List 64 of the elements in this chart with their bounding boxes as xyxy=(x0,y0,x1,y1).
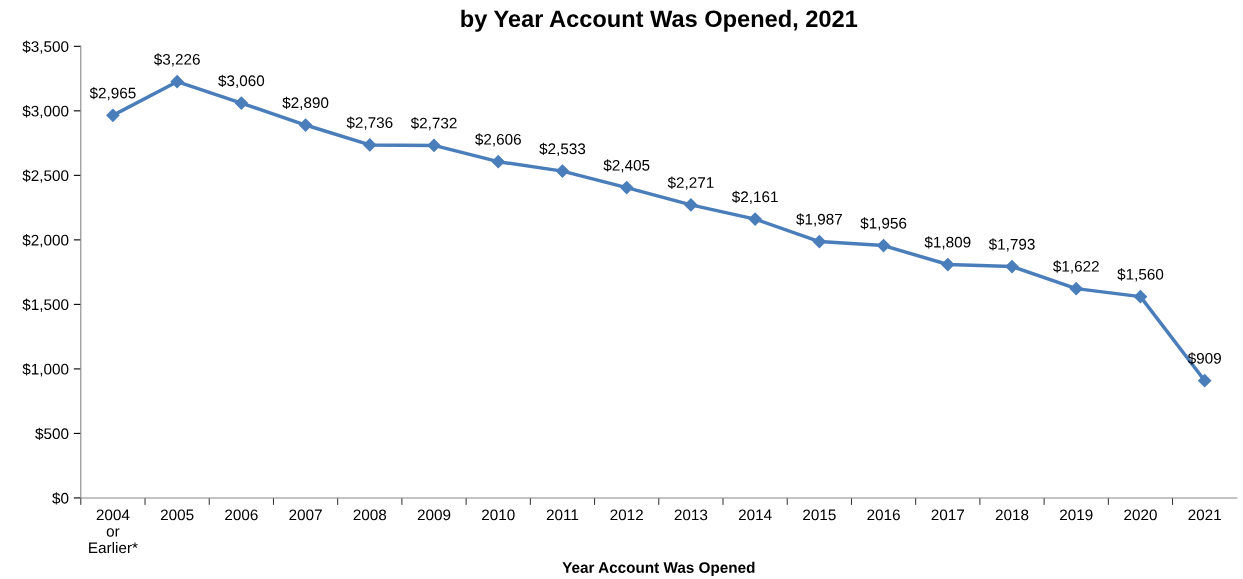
y-tick-label: $3,500 xyxy=(22,40,69,54)
data-label: $1,956 xyxy=(860,217,907,231)
data-label: $3,060 xyxy=(218,74,265,88)
point xyxy=(620,181,634,195)
data-label: $2,533 xyxy=(539,142,586,156)
data-label: $2,890 xyxy=(282,96,329,110)
x-tick-label: 2011 xyxy=(546,509,579,521)
point xyxy=(1133,290,1148,304)
data-label: $2,606 xyxy=(475,133,521,147)
x-tick-label: 2008 xyxy=(353,509,387,521)
data-label: $1,622 xyxy=(1053,260,1099,274)
x-tick-label: 2016 xyxy=(867,509,900,521)
point xyxy=(363,138,377,152)
point xyxy=(812,234,826,249)
x-tick-label: 2006 xyxy=(225,509,258,521)
point xyxy=(427,138,441,153)
y-tick-label: $1,000 xyxy=(22,363,69,377)
point xyxy=(298,118,313,132)
point xyxy=(555,164,570,178)
x-tick-label: 2012 xyxy=(610,509,643,521)
x-tick-label: 2009 xyxy=(417,509,451,521)
point xyxy=(1005,259,1019,274)
data-label: $2,405 xyxy=(603,159,650,173)
y-tick-label: $2,000 xyxy=(22,234,69,248)
point xyxy=(106,108,120,122)
point xyxy=(876,238,891,253)
x-tick-label: 2005 xyxy=(160,509,194,521)
x-tick-label: 2020 xyxy=(1124,509,1157,521)
x-tick-label: 2014 xyxy=(738,509,772,521)
x-tick-label: 2010 xyxy=(482,509,515,521)
point xyxy=(684,198,698,212)
data-label: $1,793 xyxy=(988,238,1035,252)
x-tick-label: 2004 or Earlier* xyxy=(89,509,138,554)
x-tick-label: 2018 xyxy=(995,509,1029,521)
data-label: $2,965 xyxy=(89,86,136,101)
point xyxy=(170,75,184,89)
point xyxy=(941,257,955,272)
x-axis-title: Year Account Was Opened xyxy=(562,561,755,576)
y-tick-label: $2,500 xyxy=(22,169,69,183)
data-label: $2,271 xyxy=(667,176,714,190)
y-tick-label: $3,000 xyxy=(22,105,69,119)
data-label: $909 xyxy=(1187,352,1221,365)
point xyxy=(1198,374,1212,388)
chart-title: by Year Account Was Opened, 2021 xyxy=(461,9,858,32)
x-tick-label: 2015 xyxy=(803,509,836,521)
x-tick-label: 2007 xyxy=(289,509,322,521)
data-label: $1,560 xyxy=(1117,268,1164,282)
x-tick-label: 2019 xyxy=(1060,509,1093,521)
data-label: $3,226 xyxy=(153,53,200,67)
data-label: $2,161 xyxy=(731,190,778,204)
point xyxy=(234,96,248,110)
x-tick-label: 2021 xyxy=(1188,509,1221,521)
x-tick-label: 2017 xyxy=(931,509,965,521)
data-label: $2,736 xyxy=(346,116,393,130)
data-label: $2,732 xyxy=(410,117,457,131)
point xyxy=(1069,282,1083,296)
data-label: $1,987 xyxy=(796,213,842,227)
point xyxy=(491,155,505,169)
y-tick-label: $500 xyxy=(35,427,69,441)
y-tick-label: $0 xyxy=(52,492,69,505)
data-label: $1,809 xyxy=(924,236,971,250)
point xyxy=(748,212,762,226)
y-tick-label: $1,500 xyxy=(22,298,69,312)
x-tick-label: 2013 xyxy=(674,509,708,521)
